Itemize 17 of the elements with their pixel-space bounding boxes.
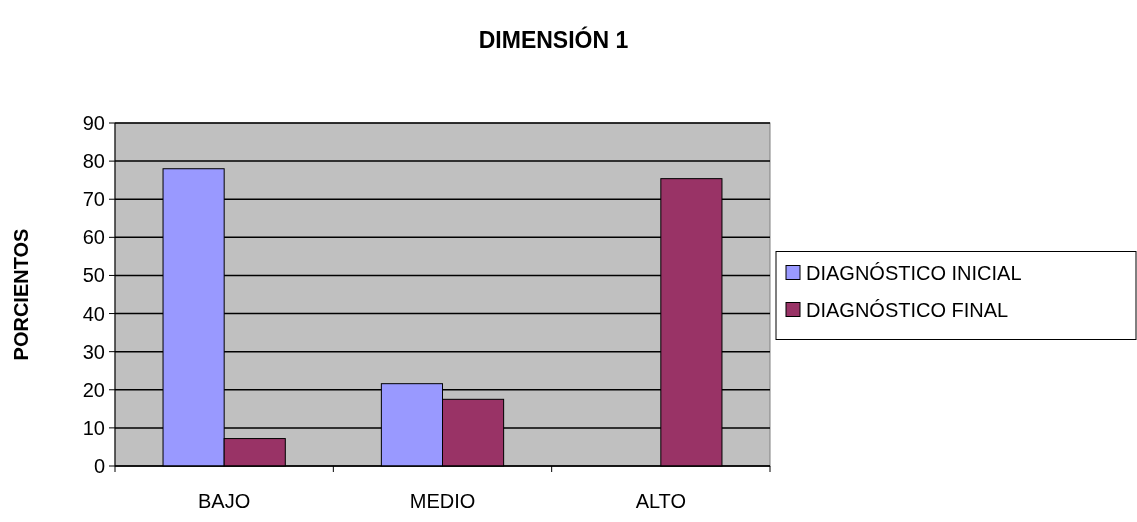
y-tick-label: 20	[82, 378, 105, 401]
x-tick-label: BAJO	[198, 490, 251, 512]
y-tick-label: 60	[82, 226, 105, 249]
x-tick-label: MEDIO	[409, 490, 476, 512]
y-tick-label: 0	[93, 455, 105, 477]
y-tick-label: 40	[82, 302, 105, 325]
legend-label: DIAGNÓSTICO FINAL	[806, 298, 1009, 321]
y-tick-label: 90	[82, 112, 105, 134]
y-tick-label: 80	[82, 150, 105, 173]
chart-title: DIMENSIÓN 1	[478, 26, 629, 53]
x-tick-label: ALTO	[635, 490, 687, 512]
y-tick-label: 50	[82, 264, 105, 287]
y-tick-label: 30	[82, 340, 105, 363]
y-axis-title: PORCIENTOS	[10, 228, 32, 361]
legend-label: DIAGNÓSTICO INICIAL	[806, 261, 1022, 284]
y-tick-label: 70	[82, 188, 105, 211]
y-tick-label: 10	[82, 416, 105, 439]
